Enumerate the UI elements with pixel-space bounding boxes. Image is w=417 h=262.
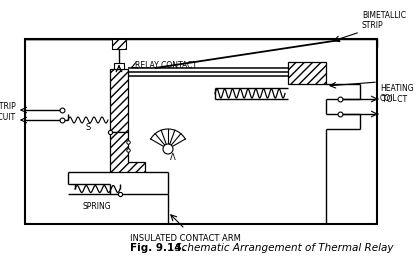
- Bar: [25, 39, 377, 224]
- Text: TO TRIP
CIRCUIT: TO TRIP CIRCUIT: [0, 102, 16, 122]
- Bar: [114, 63, 124, 69]
- Text: RELAY CONTACT: RELAY CONTACT: [135, 62, 197, 70]
- Text: Fig. 9.14.: Fig. 9.14.: [130, 243, 186, 253]
- Polygon shape: [110, 132, 145, 172]
- Text: TO  CT: TO CT: [382, 95, 407, 103]
- Circle shape: [163, 144, 173, 154]
- Bar: [112, 39, 126, 49]
- Text: HEATING
COIL: HEATING COIL: [380, 84, 414, 103]
- Text: S: S: [85, 123, 90, 132]
- Text: SPRING: SPRING: [83, 202, 111, 211]
- Text: INSULATED CONTACT ARM: INSULATED CONTACT ARM: [130, 234, 241, 243]
- Text: Schematic Arrangement of Thermal Relay: Schematic Arrangement of Thermal Relay: [175, 243, 394, 253]
- Bar: [288, 62, 326, 84]
- Text: BIMETALLIC
STRIP: BIMETALLIC STRIP: [362, 10, 406, 30]
- Bar: [110, 69, 128, 132]
- Text: Λ: Λ: [170, 152, 176, 161]
